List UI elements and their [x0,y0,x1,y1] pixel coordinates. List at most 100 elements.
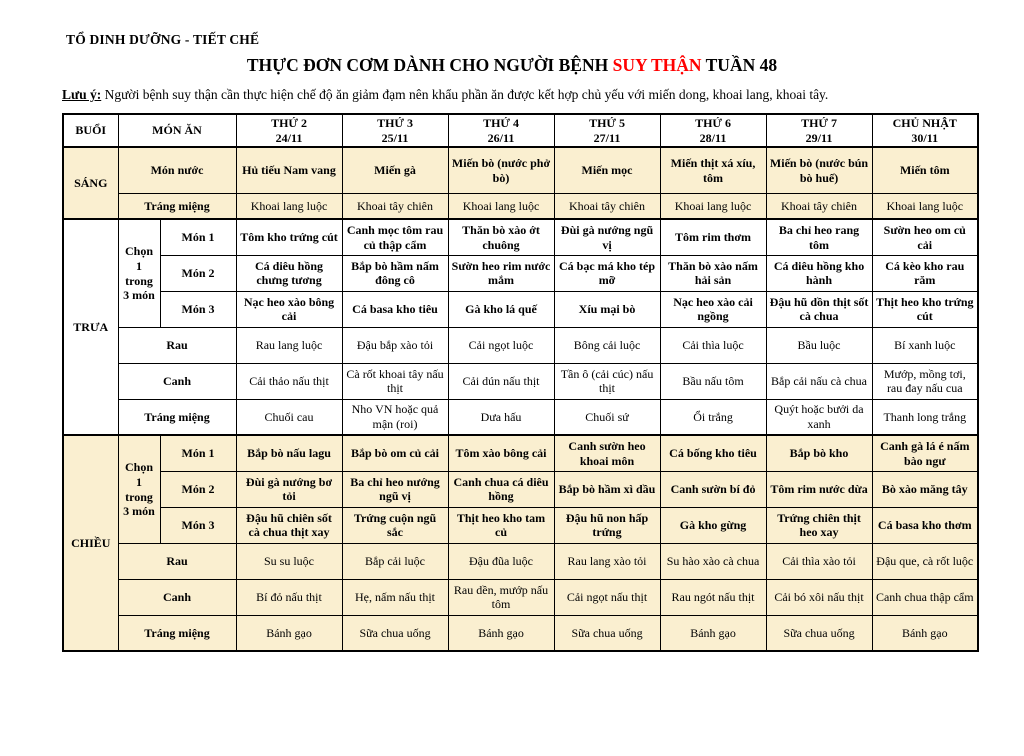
day-header: THỨ 4 26/11 [447,113,555,148]
menu-cell: Bắp bò om củ cải [341,434,449,472]
header-mon-an: MÓN ĂN [117,113,237,148]
menu-cell: Trứng chiên thịt heo xay [765,506,873,544]
menu-cell: Canh chua thập cẩm [871,578,979,616]
chooser-label: Chọn 1 trong 3 món [117,434,161,544]
menu-cell: Sườn heo om củ cải [871,218,979,256]
menu-cell: Canh chua cá diêu hồng [447,470,555,508]
menu-row: Món 2 Đùi gà nướng bơ tỏi Ba chỉ heo nướng… [63,470,979,508]
menu-cell: Miến bò (nước bún bò huế) [765,146,873,194]
menu-cell: Miến bò (nước phở bò) [447,146,555,194]
day-date: 27/11 [593,130,621,145]
day-name: CHỦ NHẬT [892,116,957,130]
org-title: TỔ DINH DƯỠNG - TIẾT CHẾ [66,32,260,47]
menu-table-body: SÁNG Món nước Hủ tiếu Nam vang Miến gà Miến … [62,146,979,652]
menu-cell: Tần ô (cải cúc) nấu thịt [553,362,661,400]
menu-cell: Đậu bắp xào tỏi [341,326,449,364]
menu-cell: Nạc heo xào cải ngồng [659,290,767,328]
day-name: THỨ 3 [377,116,413,130]
menu-cell: Đùi gà nướng ngũ vị [553,218,661,256]
menu-cell: Thịt heo kho trứng cút [871,290,979,328]
day-date: 28/11 [699,130,727,145]
row-label: Tráng miệng [117,614,237,652]
menu-cell: Canh mọc tôm rau củ thập cẩm [341,218,449,256]
menu-cell: Miến thịt xá xíu, tôm [659,146,767,194]
day-date: 25/11 [381,130,409,145]
day-name: THỨ 4 [483,116,519,130]
menu-cell: Cá diêu hồng chưng tương [235,254,343,292]
menu-row: TRƯA Chọn 1 trong 3 món Món 1 Tôm kho trứng… [62,218,979,436]
menu-cell: Rau lang xào tỏi [553,542,661,580]
menu-cell: Sườn heo rim nước mắm [447,254,555,292]
row-label: Tráng miệng [117,192,237,220]
menu-cell: Su hào xào cà chua [659,542,767,580]
menu-cell: Ba chỉ heo nướng ngũ vị [341,470,449,508]
day-name: THỨ 6 [695,116,731,130]
menu-cell: Thanh long trắng [871,398,979,436]
day-date: 24/11 [275,130,303,145]
menu-cell: Canh sườn heo khoai môn [553,434,661,472]
menu-cell: Đậu hũ non hấp trứng [553,506,661,544]
header-buoi: BUỔI [62,113,119,148]
menu-cell: Rau dền, mướp nấu tôm [447,578,555,616]
menu-cell: Bắp bò hầm xì dầu [553,470,661,508]
menu-cell: Bánh gạo [659,614,767,652]
day-header: THỨ 6 28/11 [659,113,767,148]
chooser-label: Chọn 1 trong 3 món [117,218,161,328]
menu-cell: Cải thảo nấu thịt [235,362,343,400]
menu-row: Rau Rau lang luộc Đậu bắp xào tỏi Cải ngọt … [63,326,979,364]
menu-cell: Canh sườn bí đỏ [659,470,767,508]
menu-row: Tráng miệng Khoai lang luộc Khoai tây chiê… [63,192,979,220]
day-date: 30/11 [911,130,939,145]
day-header: CHỦ NHẬT 30/11 [871,113,979,148]
menu-cell: Nho VN hoặc quả mận (roi) [341,398,449,436]
menu-cell: Miến gà [341,146,449,194]
menu-cell: Trứng cuộn ngũ sắc [341,506,449,544]
menu-cell: Sữa chua uống [341,614,449,652]
menu-row: CHIỀU Chọn 1 trong 3 món Món 1 Bắp bò nấu l… [62,434,979,652]
day-header: THỨ 7 29/11 [765,113,873,148]
menu-cell: Cải ngọt nấu thịt [553,578,661,616]
menu-cell: Sữa chua uống [553,614,661,652]
menu-cell: Khoai lang luộc [871,192,979,220]
menu-cell: Sữa chua uống [765,614,873,652]
menu-row: Món 3 Nạc heo xào bông cải Cá basa kho tiê… [63,290,979,328]
day-date: 29/11 [805,130,833,145]
menu-cell: Tôm kho trứng cút [235,218,343,256]
menu-cell: Su su luộc [235,542,343,580]
menu-cell: Gà kho lá quế [447,290,555,328]
menu-cell: Bắp cải luộc [341,542,449,580]
menu-cell: Miến tôm [871,146,979,194]
menu-cell: Khoai tây chiên [553,192,661,220]
row-label: Món 2 [159,254,237,292]
menu-cell: Bí đỏ nấu thịt [235,578,343,616]
menu-cell: Bắp cải nấu cà chua [765,362,873,400]
page-title: THỰC ĐƠN CƠM DÀNH CHO NGƯỜI BỆNH SUY THẬ… [0,55,1024,76]
table-header-row: BUỔI MÓN ĂN THỨ 2 24/11 THỨ 3 25/11 THỨ 4 26/… [62,113,979,148]
row-label: Rau [117,542,237,580]
menu-cell: Cà rốt khoai tây nấu thịt [341,362,449,400]
menu-row: SÁNG Món nước Hủ tiếu Nam vang Miến gà Miến … [62,146,979,220]
day-header: THỨ 5 27/11 [553,113,661,148]
day-date: 26/11 [487,130,515,145]
menu-cell: Bầu luộc [765,326,873,364]
page-title-highlight: SUY THẬN [612,55,702,75]
day-name: THỨ 5 [589,116,625,130]
menu-cell: Mướp, mồng tơi, rau đay nấu cua [871,362,979,400]
menu-cell: Xíu mại bò [553,290,661,328]
menu-cell: Cải bó xôi nấu thịt [765,578,873,616]
menu-cell: Khoai tây chiên [341,192,449,220]
menu-cell: Cải ngọt luộc [447,326,555,364]
menu-cell: Cá basa kho tiêu [341,290,449,328]
menu-cell: Quýt hoặc bưởi da xanh [765,398,873,436]
day-name: THỨ 2 [271,116,307,130]
menu-cell: Bắp bò hầm nấm đông cô [341,254,449,292]
menu-cell: Ba chỉ heo rang tôm [765,218,873,256]
menu-cell: Cải dún nấu thịt [447,362,555,400]
menu-cell: Bông cải luộc [553,326,661,364]
menu-cell: Miến mọc [553,146,661,194]
menu-cell: Đậu đũa luộc [447,542,555,580]
day-header: THỨ 3 25/11 [341,113,449,148]
menu-cell: Khoai lang luộc [447,192,555,220]
section-name: SÁNG [62,146,119,220]
menu-cell: Canh gà lá é nấm bào ngư [871,434,979,472]
